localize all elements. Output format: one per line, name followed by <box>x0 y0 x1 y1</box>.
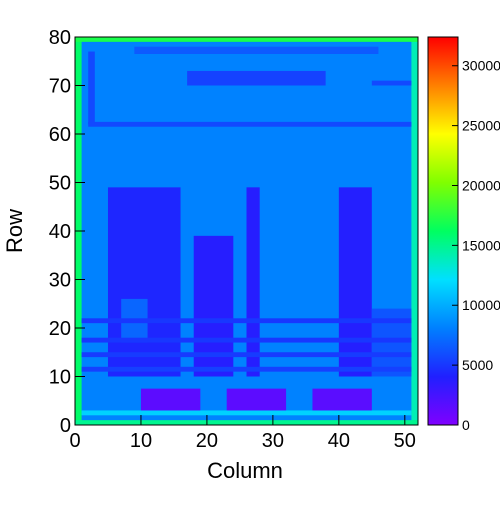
colorbar <box>427 36 459 426</box>
heatmap-cell <box>81 366 412 372</box>
heatmap-cell <box>81 318 412 324</box>
heatmap-cell <box>88 121 412 127</box>
y-tick-label: 60 <box>49 124 71 146</box>
colorbar-tick-label: 0 <box>462 417 470 433</box>
x-tick-label: 50 <box>394 430 416 452</box>
y-tick-label: 50 <box>49 173 71 195</box>
colorbar-tick-label: 10000 <box>462 297 500 313</box>
x-tick-label: 0 <box>69 430 80 452</box>
y-tick-label: 70 <box>49 76 71 98</box>
heatmap-cell <box>81 352 412 358</box>
y-tick-label: 40 <box>49 221 71 243</box>
y-axis-label: Row <box>2 209 27 253</box>
heatmap-cell <box>226 388 287 411</box>
x-tick-label: 10 <box>130 430 152 452</box>
heatmap-cell <box>107 187 181 377</box>
heatmap-cell <box>187 70 326 86</box>
y-tick-label: 0 <box>60 415 71 437</box>
heatmap-cell <box>411 37 418 425</box>
colorbar-tick-label: 15000 <box>462 237 500 253</box>
y-tick-label: 80 <box>49 27 71 49</box>
x-axis-label: Column <box>207 458 283 483</box>
x-tick-label: 40 <box>328 430 350 452</box>
heatmap-cell <box>75 420 418 425</box>
heatmap-cell <box>371 80 412 86</box>
heatmap-cell <box>81 337 412 343</box>
heatmap-cell <box>338 187 372 377</box>
x-tick-label: 30 <box>262 430 284 452</box>
x-tick-label: 20 <box>196 430 218 452</box>
heatmap-cell <box>140 388 201 411</box>
heatmap-cell <box>75 37 418 42</box>
y-tick-label: 20 <box>49 318 71 340</box>
colorbar-tick-label: 25000 <box>462 118 500 134</box>
heatmap-cell <box>81 410 412 416</box>
colorbar-tick-label: 5000 <box>462 357 493 373</box>
y-tick-label: 30 <box>49 270 71 292</box>
colorbar-tick-label: 30000 <box>462 58 500 74</box>
heatmap-cell <box>246 187 260 377</box>
heatmap-cell <box>134 46 379 54</box>
heatmap-cell <box>312 388 372 411</box>
heatmap-cell <box>88 51 95 125</box>
y-tick-label: 10 <box>49 367 71 389</box>
colorbar-tick-label: 20000 <box>462 177 500 193</box>
